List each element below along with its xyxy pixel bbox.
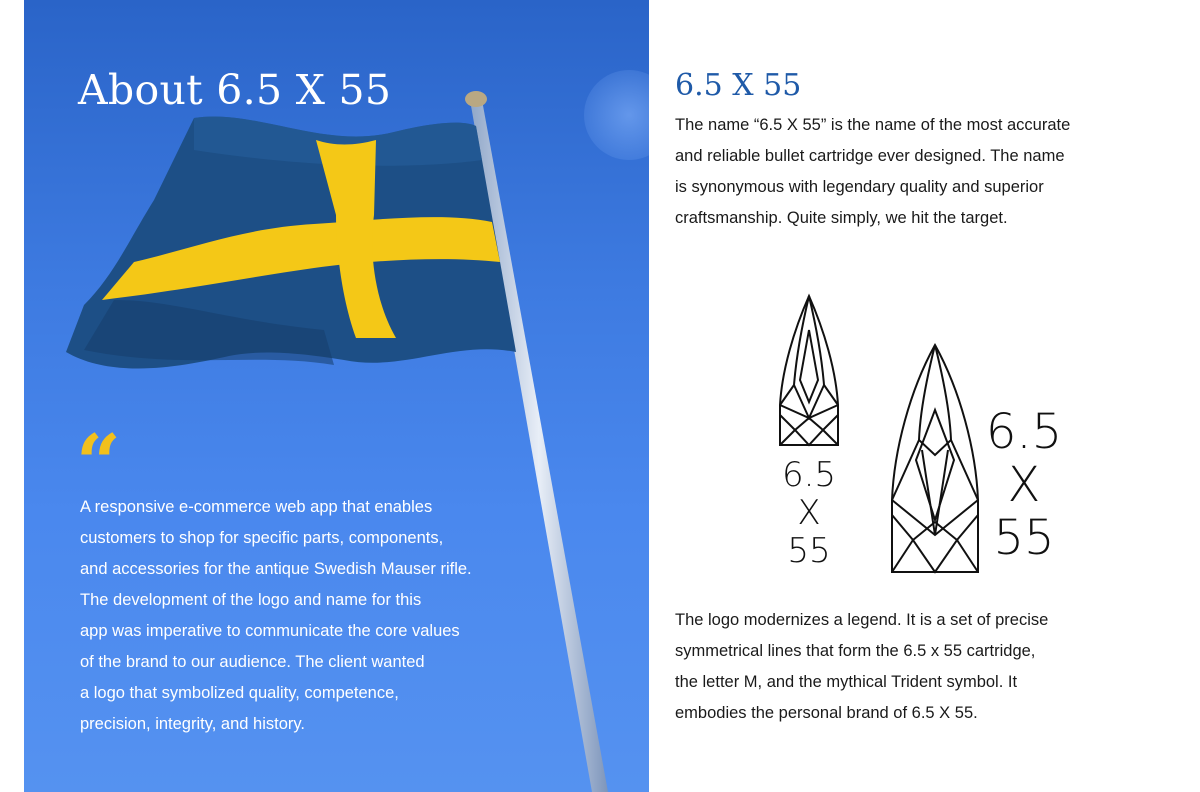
hero-panel: About 6.5 X 55 “ A responsive e-commerce… <box>24 0 649 792</box>
quote-line: customers to shop for specific parts, co… <box>80 529 444 547</box>
logo-large-line: X <box>1007 457 1041 513</box>
flag-cross-horizontal <box>102 217 500 300</box>
hero-title: About 6.5 X 55 <box>78 66 392 114</box>
logo-text-large: 6.5 X 55 <box>974 406 1074 565</box>
quote-mark-icon: “ <box>76 418 121 509</box>
logo-small-line: X <box>797 493 821 533</box>
logo-small-line: 55 <box>787 531 831 571</box>
logo-variants: 6.5 X 55 6.5 X 55 <box>770 290 1080 585</box>
logo-text-small: 6.5 X 55 <box>770 456 848 570</box>
intro-line: The name “6.5 X 55” is the name of the m… <box>675 116 1071 134</box>
quote-line: of the brand to our audience. The client… <box>80 653 425 671</box>
intro-line: craftsmanship. Quite simply, we hit the … <box>675 209 1008 227</box>
hero-quote-text: A responsive e-commerce web app that ena… <box>80 492 550 740</box>
logo-mark <box>779 293 979 574</box>
pole-finial <box>465 91 487 107</box>
logo-desc-line: The logo modernizes a legend. It is a se… <box>675 611 1049 629</box>
quote-line: precision, integrity, and history. <box>80 715 305 733</box>
logo-large-line: 6.5 <box>985 404 1063 460</box>
quote-line: app was imperative to communicate the co… <box>80 622 460 640</box>
logo-desc-line: the letter M, and the mythical Trident s… <box>675 673 1018 691</box>
logo-desc-line: symmetrical lines that form the 6.5 x 55… <box>675 642 1036 660</box>
flag-pole <box>470 100 608 792</box>
sun-glow <box>584 70 649 160</box>
intro-line: and reliable bullet cartridge ever desig… <box>675 147 1065 165</box>
intro-line: is synonymous with legendary quality and… <box>675 178 1044 196</box>
quote-line: A responsive e-commerce web app that ena… <box>80 498 433 516</box>
intro-paragraph: The name “6.5 X 55” is the name of the m… <box>675 110 1165 234</box>
logo-paragraph: The logo modernizes a legend. It is a se… <box>675 605 1165 729</box>
logo-bullet-large-icon <box>891 342 979 574</box>
logo-small-line: 6.5 <box>781 455 837 495</box>
quote-line: and accessories for the antique Swedish … <box>80 560 472 578</box>
quote-line: a logo that symbolized quality, competen… <box>80 684 399 702</box>
swedish-flag-image <box>66 91 608 792</box>
logo-desc-line: embodies the personal brand of 6.5 X 55. <box>675 704 978 722</box>
logo-bullet-small-icon <box>779 293 839 447</box>
flag-cross-vertical <box>316 140 396 338</box>
quote-line: The development of the logo and name for… <box>80 591 422 609</box>
section-title: 6.5 X 55 <box>675 68 802 103</box>
logo-large-line: 55 <box>993 510 1055 566</box>
